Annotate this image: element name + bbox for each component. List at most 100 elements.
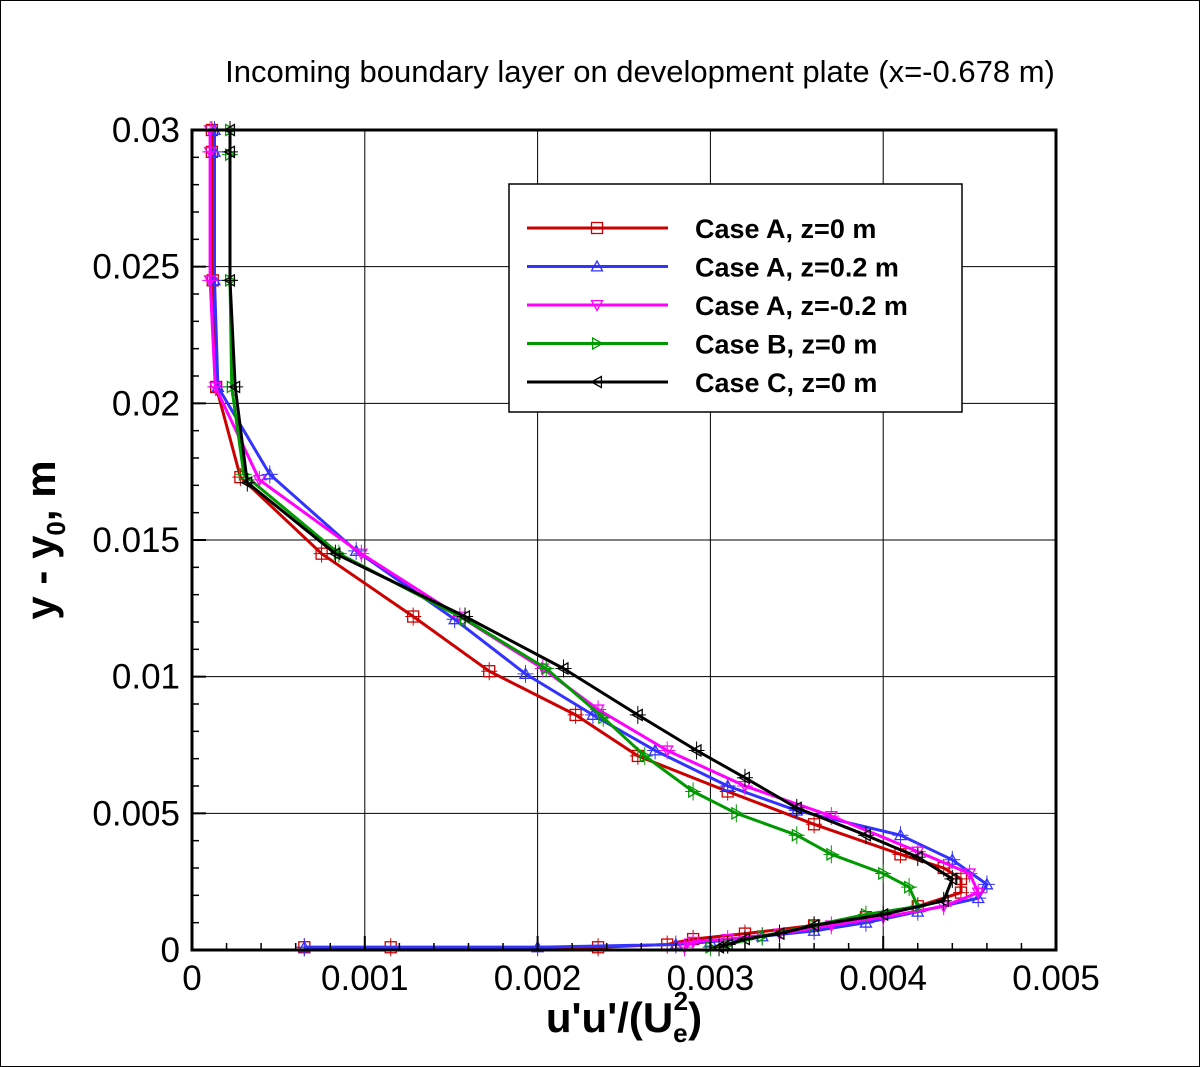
series-4-point bbox=[235, 465, 252, 484]
series-5-marker bbox=[328, 547, 341, 561]
series-3-point bbox=[676, 938, 693, 957]
series-1-marker bbox=[807, 818, 821, 831]
x-tick-label: 0.004 bbox=[839, 959, 927, 998]
legend-box bbox=[508, 183, 963, 413]
y-tick-label: 0 bbox=[161, 931, 180, 970]
series-4-marker bbox=[598, 711, 611, 725]
series-4-point bbox=[901, 878, 918, 897]
series-5-marker bbox=[876, 907, 889, 922]
series-5-point bbox=[857, 826, 874, 845]
series-3-marker bbox=[677, 942, 692, 955]
series-1-marker bbox=[483, 665, 496, 678]
y-tick-label: 0.01 bbox=[112, 658, 180, 697]
y-tick-label: 0.005 bbox=[92, 794, 180, 833]
series-5-point bbox=[875, 905, 892, 924]
series-2-marker bbox=[721, 779, 735, 792]
series-5-point bbox=[227, 377, 244, 396]
series-2-marker bbox=[263, 467, 277, 480]
x-axis-label-sup: 2 bbox=[674, 986, 688, 1016]
series-5-point bbox=[239, 473, 256, 492]
series-3-point bbox=[353, 544, 370, 563]
x-tick-label: 0.001 bbox=[321, 959, 409, 998]
series-5-marker bbox=[630, 708, 643, 722]
series-3-marker bbox=[354, 548, 368, 561]
series-5-point bbox=[457, 607, 474, 626]
series-5-point bbox=[909, 848, 926, 867]
series-1-marker bbox=[315, 547, 328, 560]
series-2-marker bbox=[207, 273, 222, 286]
series-4-marker bbox=[791, 828, 804, 842]
y-tick-label: 0.03 bbox=[112, 111, 180, 150]
series-1-point bbox=[481, 662, 498, 681]
series-5-point bbox=[736, 768, 753, 787]
x-axis-label: u'u'/(Ue2) bbox=[546, 986, 702, 1048]
legend-label: Case A, z=0 m bbox=[695, 214, 876, 244]
series-5-marker bbox=[738, 771, 751, 785]
series-5-point bbox=[327, 544, 344, 563]
series-2-marker bbox=[207, 145, 222, 157]
legend-label: Case A, z=0.2 m bbox=[695, 253, 899, 283]
series-5-marker bbox=[458, 609, 471, 624]
series-3-marker bbox=[971, 887, 985, 900]
series-5-marker bbox=[689, 743, 702, 758]
series-4-marker bbox=[688, 784, 700, 799]
series-5-point bbox=[806, 916, 823, 935]
series-1-marker bbox=[407, 610, 420, 623]
legend-entry-3: Case A, z=-0.2 m bbox=[527, 291, 908, 321]
series-5-point bbox=[944, 869, 961, 888]
series-4-point bbox=[728, 804, 745, 823]
y-axis-label-pre: y - y bbox=[17, 535, 64, 620]
series-4-point bbox=[636, 746, 653, 765]
y-axis-label: y - y0, m bbox=[17, 460, 71, 619]
series-2-point bbox=[296, 938, 313, 957]
y-tick-label: 0.015 bbox=[92, 521, 180, 560]
series-3-marker bbox=[203, 146, 217, 159]
series-1-point bbox=[405, 607, 422, 626]
series-5-marker bbox=[772, 926, 785, 941]
series-4-marker bbox=[639, 749, 652, 763]
series-5-marker bbox=[859, 828, 871, 842]
series-2-point bbox=[261, 465, 278, 484]
series-4-point bbox=[788, 826, 805, 845]
x-tick-label: 0.003 bbox=[667, 959, 755, 998]
series-4-point bbox=[875, 864, 892, 883]
legend-swatch-marker bbox=[590, 259, 604, 272]
series-5-point bbox=[771, 924, 788, 943]
series-5-marker bbox=[910, 850, 923, 864]
series-2-marker bbox=[980, 877, 994, 890]
series-1-point bbox=[806, 815, 823, 834]
series-2-marker bbox=[859, 915, 873, 928]
series-4-marker bbox=[731, 806, 744, 820]
series-5-point bbox=[788, 798, 805, 817]
legend-entry-4: Case B, z=0 m bbox=[527, 330, 877, 360]
series-5-point bbox=[935, 891, 952, 910]
legend-label: Case A, z=-0.2 m bbox=[695, 291, 908, 321]
y-tick-label: 0.025 bbox=[92, 248, 180, 287]
series-4-marker bbox=[238, 467, 251, 482]
series-5-point bbox=[688, 741, 705, 760]
series-4-marker bbox=[904, 880, 916, 894]
legend-swatch-marker bbox=[590, 221, 604, 235]
series-5-marker bbox=[789, 801, 802, 815]
series-2-marker bbox=[945, 852, 959, 865]
series-3-marker bbox=[660, 745, 674, 758]
series-5-marker bbox=[240, 475, 253, 490]
series-4-point bbox=[823, 845, 840, 864]
series-2-marker bbox=[297, 940, 311, 953]
x-tick-label: 0.002 bbox=[494, 959, 582, 998]
series-3-point bbox=[202, 142, 219, 161]
series-2-marker bbox=[971, 891, 985, 904]
series-2-marker bbox=[586, 708, 600, 720]
legend-swatch-marker bbox=[590, 375, 603, 389]
legend-label: Case C, z=0 m bbox=[695, 368, 877, 398]
legend-label: Case B, z=0 m bbox=[695, 330, 877, 360]
series-5-line bbox=[228, 130, 954, 949]
series-5-marker bbox=[720, 937, 733, 952]
series-5-point bbox=[555, 659, 572, 678]
series-3-marker bbox=[962, 868, 977, 881]
series-5-marker bbox=[228, 380, 241, 394]
chart-title: Incoming boundary layer on development p… bbox=[225, 54, 1055, 89]
series-3-marker bbox=[824, 811, 838, 823]
series-5-marker bbox=[936, 894, 949, 908]
